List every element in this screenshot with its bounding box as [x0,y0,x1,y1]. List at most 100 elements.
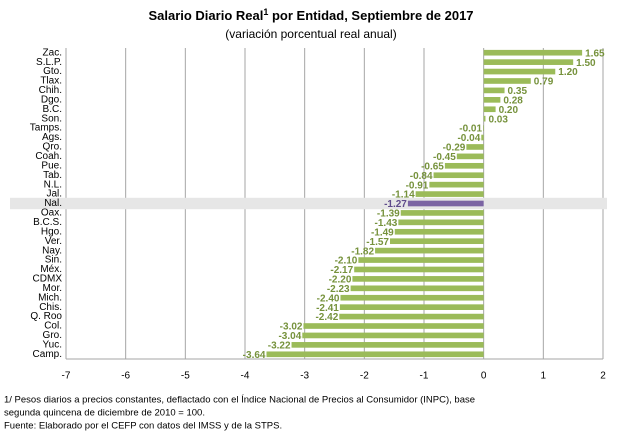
bar [302,332,484,339]
category-label: Oax. [41,208,62,219]
category-label: Gro. [43,330,62,341]
category-label: Nal. [44,198,62,209]
bar [483,59,574,65]
value-label: -1.57 [366,237,389,248]
highlight-band [10,197,607,210]
value-label: -0.01 [459,124,482,135]
value-label: -3.02 [280,322,303,333]
value-label: -1.82 [351,246,374,257]
title-part: por Entidad, Septiembre de 2017 [268,8,473,23]
category-label: Ags. [42,132,62,143]
value-label: 1.50 [576,58,596,69]
category-label: Jal. [46,189,62,200]
bar [339,313,484,320]
category-label: N.L. [44,179,62,190]
category-label: Col. [44,321,62,332]
bar [483,68,556,75]
category-label: Sin. [45,255,62,266]
bar [350,285,484,292]
value-label: 0.79 [534,77,554,88]
bar [266,351,484,358]
value-label: -1.49 [371,227,394,238]
footnote: segunda quincena de diciembre de 2010 = … [4,408,205,419]
category-label: Mor. [43,283,62,294]
bar [456,153,484,160]
category-label: Nay. [42,245,62,256]
x-tick-label: -7 [62,371,71,382]
title-superscript: 1 [263,7,268,17]
x-tick-label: -3 [300,371,309,382]
category-label: Q. Roo [30,311,62,322]
bar [483,125,484,131]
bar [433,172,484,179]
x-tick-label: 2 [600,371,606,382]
category-label: Tlax. [40,76,62,87]
bar [429,181,484,188]
value-label: -1.14 [392,190,415,201]
category-label: Chih. [39,85,62,96]
bar [483,106,496,113]
category-label: Gto. [43,66,62,77]
bar [466,144,484,150]
bar [415,191,484,197]
x-tick-label: 1 [541,371,547,382]
value-label: -0.04 [457,133,480,144]
category-label: Tab. [43,170,62,181]
bar [444,162,484,169]
value-label: -3.04 [278,331,301,342]
value-label: -0.91 [406,180,429,191]
value-label: 0.03 [488,114,508,125]
category-label: Pue. [41,160,62,171]
value-label: 0.28 [503,95,523,106]
value-label: -1.39 [377,209,400,220]
x-tick-label: -1 [420,371,429,382]
category-label: Tamps. [30,123,62,134]
value-label: -0.84 [410,171,433,182]
footnote: 1/ Pesos diarios a precios constantes, d… [4,395,475,406]
bar [389,238,484,245]
value-label: -2.40 [317,293,340,304]
bar [483,49,583,56]
value-label: -1.43 [375,218,398,229]
value-label: -2.17 [330,265,353,276]
bar [483,97,501,103]
category-label: Camp. [33,349,62,360]
value-label: -1.27 [384,199,407,210]
bar [375,247,484,254]
category-label: S.L.P. [36,57,62,68]
bar [400,210,484,216]
value-label: -2.42 [315,312,338,323]
bar [291,342,484,348]
value-label: -3.22 [268,341,291,352]
category-label: Mich. [38,292,62,303]
chart-subtitle: (variación porcentual real anual) [225,27,396,41]
value-label: -2.41 [316,303,339,314]
value-label: -2.23 [327,284,350,295]
value-label: -3.64 [243,350,266,361]
bar [483,87,505,94]
category-label: Hgo. [41,226,62,237]
category-label: Méx. [40,264,62,275]
value-label: -2.10 [335,256,358,267]
category-label: B.C.S. [33,217,62,228]
x-tick-label: 0 [481,371,487,382]
value-label: -0.45 [433,152,456,163]
value-label: 0.20 [499,105,519,116]
value-label: 0.35 [508,86,528,97]
category-label: Chis. [39,302,62,313]
bar [358,257,484,263]
bar [339,304,484,310]
value-label: -0.29 [443,143,466,154]
bar [394,228,484,235]
bar [398,219,484,226]
x-tick-label: -5 [181,371,190,382]
category-label: Ver. [45,236,62,247]
category-label: Coah. [35,151,62,162]
bar [483,78,531,84]
bar [354,266,484,273]
bar [303,323,484,329]
title-part: Salario Diario Real [148,8,263,23]
bar [483,115,486,122]
x-tick-label: -4 [241,371,250,382]
